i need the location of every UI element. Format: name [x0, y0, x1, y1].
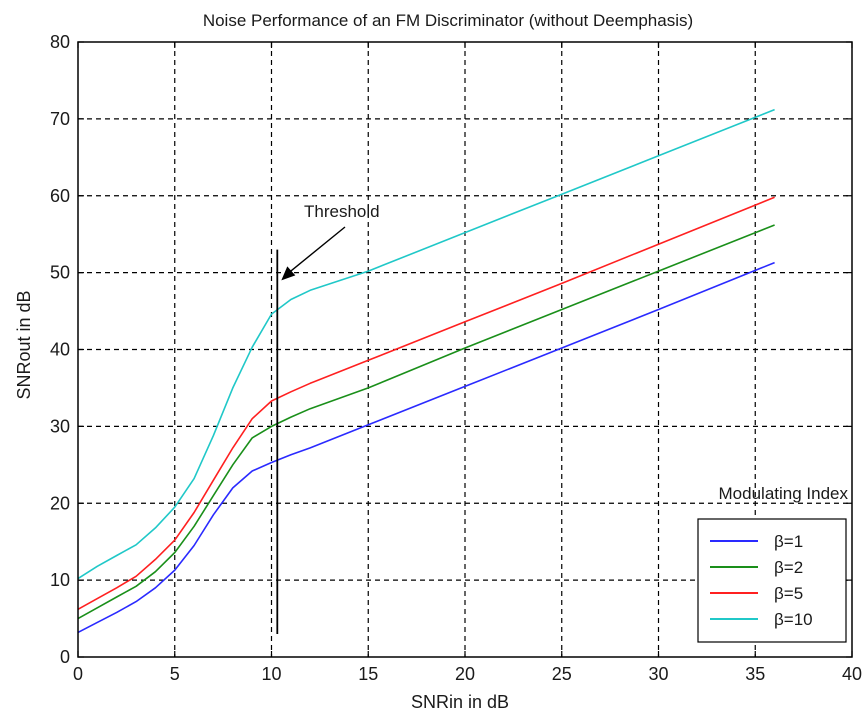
legend: β=1 β=2 β=5 β=10	[697, 518, 847, 643]
legend-box	[697, 518, 847, 643]
y-tick-label: 0	[60, 647, 70, 667]
legend-label-4: β=10	[774, 610, 813, 629]
x-tick-label: 35	[745, 664, 765, 684]
y-axis-ticks: 0 10 20 30 40 50 60 70 80	[50, 32, 852, 667]
y-tick-label: 20	[50, 493, 70, 513]
series-lines	[77, 108, 775, 634]
x-tick-label: 30	[648, 664, 668, 684]
chart-title: Noise Performance of an FM Discriminator…	[203, 11, 693, 30]
x-tick-label: 5	[170, 664, 180, 684]
x-tick-label: 10	[261, 664, 281, 684]
y-tick-label: 80	[50, 32, 70, 52]
x-axis-title: SNRin in dB	[411, 692, 509, 712]
threshold-arrow-shaft	[288, 226, 346, 273]
legend-label-2: β=2	[774, 558, 803, 577]
x-tick-label: 40	[842, 664, 862, 684]
y-tick-label: 10	[50, 570, 70, 590]
y-tick-label: 50	[50, 263, 70, 283]
y-tick-label: 30	[50, 416, 70, 436]
y-tick-label: 70	[50, 109, 70, 129]
series-line-2	[77, 224, 775, 620]
threshold-label: Threshold	[304, 202, 380, 221]
x-tick-label: 25	[552, 664, 572, 684]
y-axis-title: SNRout in dB	[14, 290, 34, 399]
y-tick-label: 60	[50, 186, 70, 206]
x-tick-label: 20	[455, 664, 475, 684]
series-line-1	[77, 261, 775, 634]
legend-label-3: β=5	[774, 584, 803, 603]
x-tick-label: 15	[358, 664, 378, 684]
x-tick-label: 0	[73, 664, 83, 684]
series-line-4	[77, 108, 775, 580]
x-axis-ticks: 0 5 10 15 20 25 30 35 40	[73, 42, 862, 684]
series-line-3	[77, 196, 775, 610]
legend-label-1: β=1	[774, 532, 803, 551]
threshold-arrow-head	[281, 266, 296, 281]
legend-title: Modulating Index	[719, 484, 849, 503]
annotations: Threshold	[276, 202, 380, 634]
y-tick-label: 40	[50, 340, 70, 360]
grid-lines	[78, 42, 852, 657]
